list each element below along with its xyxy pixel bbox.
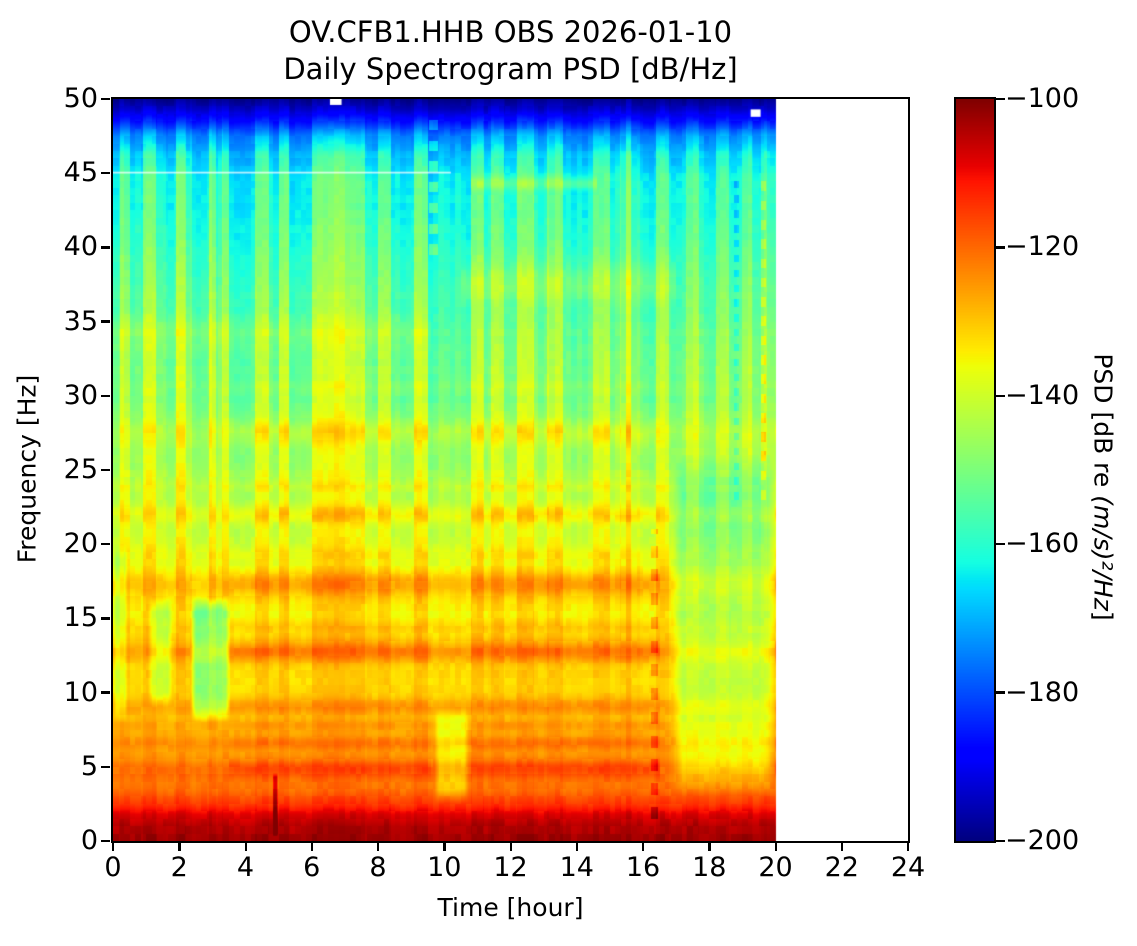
x-tick-0-mark	[112, 842, 115, 851]
y-tick-35-label: 35	[63, 305, 98, 337]
y-tick-45-mark	[101, 172, 110, 175]
x-tick-10-label: 10	[427, 852, 462, 883]
y-tick-10-label: 10	[63, 676, 98, 708]
x-tick-4-mark	[244, 842, 247, 851]
chart-title-line2: Daily Spectrogram PSD [dB/Hz]	[283, 52, 738, 86]
x-tick-12-mark	[509, 842, 512, 851]
chart-title-line1: OV.CFB1.HHB OBS 2026-01-10	[288, 15, 733, 49]
spectrogram-canvas	[113, 99, 908, 841]
plot-area	[111, 97, 910, 843]
colorbar-label-math: (m/s)²/Hz	[1088, 495, 1118, 611]
x-tick-16-mark	[642, 842, 645, 851]
x-tick-18-mark	[708, 842, 711, 851]
x-tick-12-label: 12	[493, 852, 528, 883]
colorbar-tick-120-label: −120	[1005, 231, 1080, 263]
y-tick-0-mark	[101, 839, 110, 843]
y-tick-30-mark	[101, 394, 110, 397]
y-tick-0-label: 0	[80, 825, 98, 856]
chart-title: OV.CFB1.HHB OBS 2026-01-10 Daily Spectro…	[113, 14, 908, 88]
x-tick-2-mark	[178, 842, 181, 851]
colorbar-canvas	[956, 99, 994, 841]
y-tick-15-mark	[101, 617, 110, 620]
colorbar	[954, 97, 996, 843]
y-axis-label: Frequency [Hz]	[12, 374, 42, 564]
colorbar-tick-180-label: −180	[1005, 676, 1080, 708]
x-tick-24-mark	[907, 842, 910, 851]
colorbar-label-prefix: PSD [dB re	[1088, 353, 1118, 496]
y-tick-25-mark	[101, 468, 110, 472]
colorbar-tick-200-label: −200	[1005, 825, 1080, 856]
colorbar-tick-140-label: −140	[1005, 379, 1080, 411]
x-tick-18-label: 18	[692, 852, 727, 883]
x-tick-8-label: 8	[369, 852, 387, 883]
colorbar-tick-200-mark	[996, 839, 1005, 843]
y-tick-40-label: 40	[63, 231, 98, 263]
x-tick-16-label: 16	[625, 852, 661, 883]
y-tick-15-label: 15	[63, 602, 98, 634]
x-tick-20-label: 20	[758, 852, 793, 883]
x-tick-8-mark	[377, 842, 380, 851]
colorbar-label-suffix: ]	[1088, 610, 1118, 621]
y-tick-20-mark	[101, 543, 110, 546]
colorbar-tick-160-label: −160	[1005, 528, 1080, 560]
x-tick-4-label: 4	[236, 852, 255, 883]
colorbar-tick-140-mark	[996, 394, 1005, 397]
x-tick-14-mark	[575, 842, 579, 851]
y-tick-10-mark	[101, 691, 110, 694]
colorbar-label: PSD [dB re (m/s)²/Hz]	[1089, 353, 1118, 620]
x-tick-22-label: 22	[824, 852, 859, 883]
y-tick-50-label: 50	[63, 83, 98, 114]
x-tick-20-mark	[774, 842, 777, 851]
x-tick-6-mark	[310, 842, 314, 851]
colorbar-tick-100-mark	[996, 97, 1005, 101]
x-tick-2-label: 2	[170, 852, 188, 883]
colorbar-tick-120-mark	[996, 246, 1005, 249]
colorbar-tick-100-label: −100	[1005, 83, 1080, 114]
y-tick-50-mark	[101, 97, 110, 101]
colorbar-tick-160-mark	[996, 543, 1005, 546]
y-tick-5-mark	[101, 765, 110, 768]
x-tick-0-label: 0	[104, 852, 122, 883]
x-tick-10-mark	[443, 842, 446, 851]
x-tick-24-label: 24	[890, 852, 926, 883]
y-tick-40-mark	[101, 246, 110, 249]
y-tick-45-label: 45	[63, 157, 98, 189]
colorbar-tick-180-mark	[996, 691, 1005, 694]
y-tick-5-label: 5	[80, 750, 98, 782]
x-tick-6-label: 6	[303, 852, 321, 883]
x-tick-14-label: 14	[559, 852, 594, 883]
x-axis-label: Time [hour]	[437, 893, 584, 922]
y-tick-35-mark	[101, 320, 110, 323]
x-tick-22-mark	[840, 842, 844, 851]
